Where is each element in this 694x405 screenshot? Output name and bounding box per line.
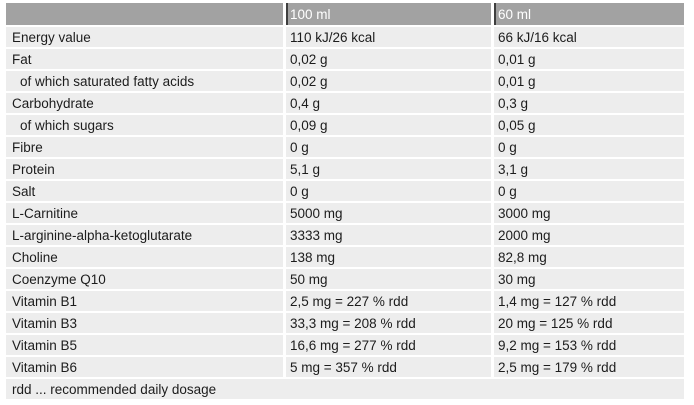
table-row: Energy value 110 kJ/26 kcal 66 kJ/16 kcal (6, 27, 684, 47)
col-header-60ml: 60 ml (494, 3, 684, 25)
value-100ml: 3333 mg (286, 225, 491, 245)
table-row: of which saturated fatty acids 0,02 g 0,01… (6, 71, 684, 91)
footer-row: rdd ... recommended daily dosage (6, 379, 684, 399)
value-100ml: 33,3 mg = 208 % rdd (286, 313, 491, 333)
row-label: of which sugars (6, 115, 283, 135)
value-60ml: 0 g (494, 181, 684, 201)
value-100ml: 2,5 mg = 227 % rdd (286, 291, 491, 311)
row-label: Vitamin B1 (6, 291, 283, 311)
row-label: L-arginine-alpha-ketoglutarate (6, 225, 283, 245)
value-60ml: 30 mg (494, 269, 684, 289)
value-60ml: 2,5 mg = 179 % rdd (494, 357, 684, 377)
value-60ml: 0,05 g (494, 115, 684, 135)
value-100ml: 0,02 g (286, 49, 491, 69)
value-60ml: 3,1 g (494, 159, 684, 179)
value-60ml: 3000 mg (494, 203, 684, 223)
row-label: Salt (6, 181, 283, 201)
row-label: Vitamin B3 (6, 313, 283, 333)
row-label: of which saturated fatty acids (6, 71, 283, 91)
row-label: L-Carnitine (6, 203, 283, 223)
header-row: 100 ml 60 ml (6, 3, 684, 25)
row-label: Protein (6, 159, 283, 179)
row-label: Carbohydrate (6, 93, 283, 113)
table-row: Fat 0,02 g 0,01 g (6, 49, 684, 69)
value-100ml: 0,09 g (286, 115, 491, 135)
row-label: Fat (6, 49, 283, 69)
table-row: of which sugars 0,09 g 0,05 g (6, 115, 684, 135)
value-100ml: 5,1 g (286, 159, 491, 179)
value-60ml: 0,01 g (494, 49, 684, 69)
table-row: Vitamin B6 5 mg = 357 % rdd 2,5 mg = 179 %… (6, 357, 684, 377)
table-row: L-arginine-alpha-ketoglutarate 3333 mg 200… (6, 225, 684, 245)
col-header-100ml: 100 ml (286, 3, 491, 25)
table-row: Carbohydrate 0,4 g 0,3 g (6, 93, 684, 113)
value-100ml: 50 mg (286, 269, 491, 289)
table-footer: rdd ... recommended daily dosage (6, 379, 684, 399)
value-100ml: 0,02 g (286, 71, 491, 91)
value-60ml: 82,8 mg (494, 247, 684, 267)
col-header-empty (6, 3, 283, 25)
nutrition-facts-table: 100 ml 60 ml Energy value 110 kJ/26 kcal 6… (3, 1, 687, 401)
value-60ml: 66 kJ/16 kcal (494, 27, 684, 47)
table-row: Vitamin B3 33,3 mg = 208 % rdd 20 mg = 125… (6, 313, 684, 333)
value-100ml: 5000 mg (286, 203, 491, 223)
table-row: L-Carnitine 5000 mg 3000 mg (6, 203, 684, 223)
value-60ml: 20 mg = 125 % rdd (494, 313, 684, 333)
row-label: Coenzyme Q10 (6, 269, 283, 289)
value-100ml: 0 g (286, 137, 491, 157)
value-60ml: 0,3 g (494, 93, 684, 113)
table-row: Vitamin B1 2,5 mg = 227 % rdd 1,4 mg = 127… (6, 291, 684, 311)
row-label: Fibre (6, 137, 283, 157)
table-row: Protein 5,1 g 3,1 g (6, 159, 684, 179)
row-label: Energy value (6, 27, 283, 47)
row-label: Choline (6, 247, 283, 267)
value-60ml: 0 g (494, 137, 684, 157)
table-header: 100 ml 60 ml (6, 3, 684, 25)
value-60ml: 2000 mg (494, 225, 684, 245)
value-100ml: 5 mg = 357 % rdd (286, 357, 491, 377)
row-label: Vitamin B6 (6, 357, 283, 377)
value-100ml: 0 g (286, 181, 491, 201)
table-row: Vitamin B5 16,6 mg = 277 % rdd 9,2 mg = 15… (6, 335, 684, 355)
value-100ml: 0,4 g (286, 93, 491, 113)
table-row: Coenzyme Q10 50 mg 30 mg (6, 269, 684, 289)
table-body: Energy value 110 kJ/26 kcal 66 kJ/16 kcal F… (6, 27, 684, 377)
value-60ml: 1,4 mg = 127 % rdd (494, 291, 684, 311)
value-60ml: 0,01 g (494, 71, 684, 91)
footer-note: rdd ... recommended daily dosage (6, 379, 684, 399)
value-100ml: 110 kJ/26 kcal (286, 27, 491, 47)
value-60ml: 9,2 mg = 153 % rdd (494, 335, 684, 355)
row-label: Vitamin B5 (6, 335, 283, 355)
value-100ml: 138 mg (286, 247, 491, 267)
value-100ml: 16,6 mg = 277 % rdd (286, 335, 491, 355)
table-row: Choline 138 mg 82,8 mg (6, 247, 684, 267)
